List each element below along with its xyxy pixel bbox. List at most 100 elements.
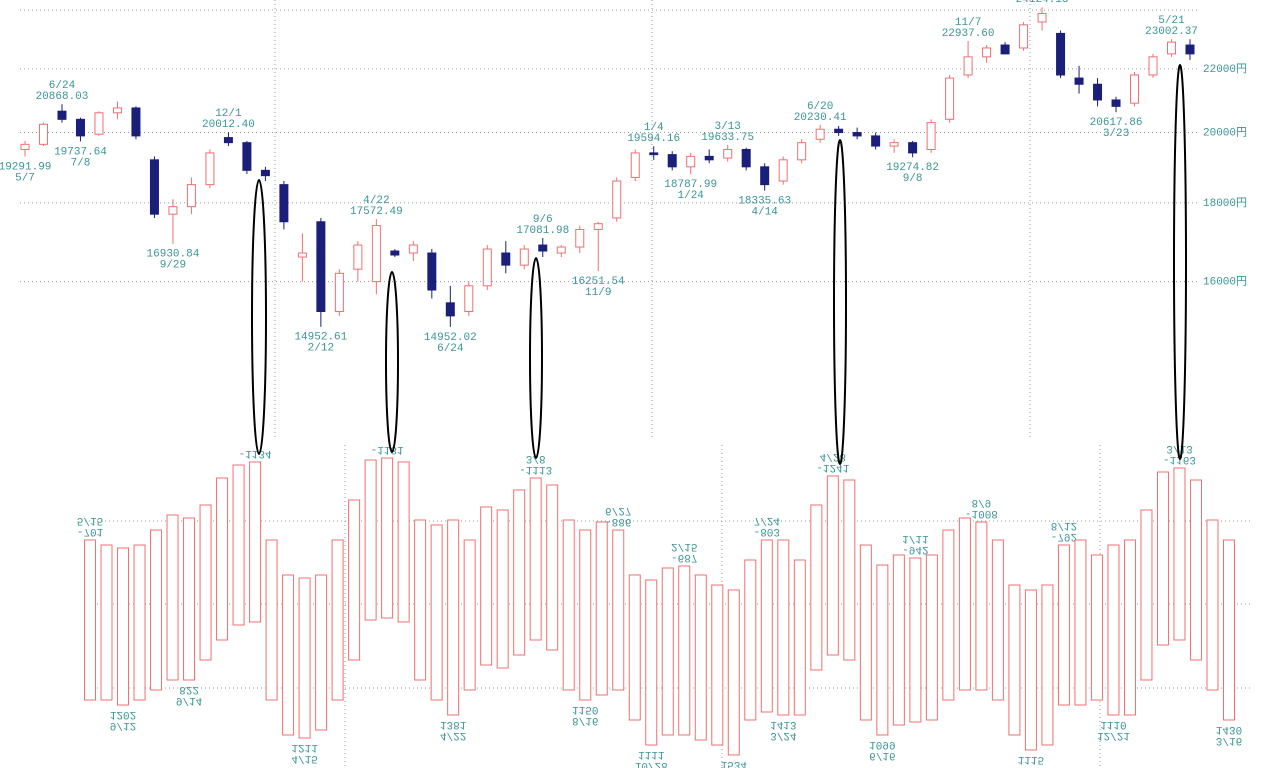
range-bar bbox=[859, 544, 872, 721]
bottom-label: 3/16 bbox=[1216, 734, 1242, 746]
candle-body bbox=[945, 77, 955, 120]
candle-body bbox=[260, 169, 270, 177]
candle-body bbox=[353, 244, 363, 270]
bottom-label: 12/11 bbox=[1014, 764, 1047, 768]
bottom-label: 9/12 bbox=[110, 719, 136, 731]
top-label: -942 bbox=[902, 543, 928, 555]
candle-body bbox=[1093, 83, 1103, 101]
cycle-ellipse bbox=[833, 139, 847, 465]
top-label: -886 bbox=[605, 515, 631, 527]
range-bar bbox=[595, 521, 608, 696]
range-bar bbox=[430, 524, 443, 701]
bottom-label: 1202 bbox=[110, 708, 136, 720]
candle-body bbox=[963, 56, 973, 76]
candle-body bbox=[1185, 44, 1195, 55]
low-label: 6/24 bbox=[437, 343, 464, 355]
range-bar bbox=[1223, 539, 1235, 721]
range-bar bbox=[298, 577, 311, 739]
range-bar bbox=[282, 574, 295, 736]
top-label: 8/9 bbox=[971, 496, 991, 508]
bottom-label: 1430 bbox=[1216, 723, 1242, 735]
candle-body bbox=[871, 135, 881, 147]
range-bar bbox=[315, 574, 328, 731]
high-label: 12/1 bbox=[215, 108, 242, 120]
range-bar bbox=[1189, 479, 1202, 661]
candle-body bbox=[852, 132, 862, 137]
bottom-label: 4/15 bbox=[291, 752, 317, 764]
candle-body bbox=[223, 137, 233, 144]
top-label: 7/24 bbox=[754, 514, 781, 526]
high-label: 3/13 bbox=[714, 121, 740, 133]
range-bar bbox=[991, 539, 1004, 701]
bottom-label: 1115 bbox=[1018, 753, 1044, 765]
candle-body bbox=[704, 155, 714, 161]
cycle-ellipse bbox=[529, 257, 543, 459]
bottom-label: 9/14 bbox=[176, 694, 203, 706]
high-label: 1/4 bbox=[644, 122, 664, 134]
candle-body bbox=[279, 184, 289, 223]
range-bar bbox=[513, 489, 526, 656]
range-bar bbox=[942, 529, 955, 701]
high-label: 19633.75 bbox=[701, 132, 754, 144]
candle-body bbox=[1019, 24, 1029, 49]
bottom-label: 1111 bbox=[638, 748, 665, 760]
range-bar bbox=[447, 519, 460, 716]
top-label: -1181 bbox=[371, 443, 404, 455]
high-label: 5/21 bbox=[1158, 15, 1185, 27]
range-bar bbox=[1057, 544, 1070, 706]
high-label: 6/24 bbox=[49, 80, 76, 92]
candle-body bbox=[112, 107, 122, 114]
range-bar bbox=[678, 565, 691, 736]
range-bar bbox=[100, 544, 113, 701]
candle-body bbox=[908, 142, 918, 154]
range-bar bbox=[166, 514, 179, 681]
range-bar bbox=[1140, 509, 1153, 681]
candle-body bbox=[593, 223, 603, 230]
low-label: 7/8 bbox=[71, 157, 91, 169]
range-bar bbox=[1074, 539, 1087, 706]
low-label: 16930.84 bbox=[147, 249, 200, 261]
candle-body bbox=[519, 248, 529, 266]
top-label: 2/15 bbox=[671, 540, 697, 552]
candle-body bbox=[686, 155, 696, 168]
candle-body bbox=[186, 184, 196, 208]
top-label: -1008 bbox=[965, 507, 998, 519]
bottom-label: 1150 bbox=[572, 703, 598, 715]
candle-body bbox=[926, 122, 936, 150]
range-bar bbox=[414, 519, 427, 681]
range-bar bbox=[117, 547, 130, 706]
low-label: 2/12 bbox=[308, 343, 334, 355]
candle-body bbox=[630, 152, 640, 178]
cycle-ellipse bbox=[385, 271, 399, 453]
range-bar bbox=[265, 539, 278, 701]
candle-body bbox=[760, 166, 770, 186]
candle-body bbox=[464, 285, 474, 312]
range-bar bbox=[1206, 519, 1219, 691]
candle-body bbox=[1111, 99, 1121, 107]
high-label: 24124.15 bbox=[1016, 0, 1069, 6]
low-label: 19291.99 bbox=[0, 162, 51, 174]
low-label: 5/7 bbox=[15, 173, 35, 185]
range-bar bbox=[348, 499, 361, 661]
range-bar bbox=[628, 574, 641, 721]
bottom-label: 6/16 bbox=[869, 749, 895, 761]
top-label: -701 bbox=[77, 525, 104, 537]
high-label: 9/6 bbox=[533, 214, 553, 226]
candle-body bbox=[57, 110, 67, 120]
low-label: 4/14 bbox=[751, 207, 778, 219]
candle-body bbox=[1000, 44, 1010, 55]
low-label: 18787.99 bbox=[664, 179, 717, 191]
candle-body bbox=[131, 107, 141, 137]
top-label: -1113 bbox=[519, 463, 552, 475]
range-bar bbox=[892, 554, 905, 726]
bottom-label: 1381 bbox=[440, 718, 467, 730]
candle-body bbox=[94, 112, 104, 135]
high-label: 20868.03 bbox=[36, 91, 89, 103]
candle-body bbox=[501, 252, 511, 266]
high-label: 22937.60 bbox=[942, 28, 995, 40]
y-tick-label: 16000円 bbox=[1203, 276, 1247, 289]
range-bar bbox=[1041, 584, 1054, 746]
range-bar bbox=[876, 564, 889, 736]
y-tick-label: 22000円 bbox=[1203, 63, 1247, 76]
candle-body bbox=[482, 248, 492, 287]
